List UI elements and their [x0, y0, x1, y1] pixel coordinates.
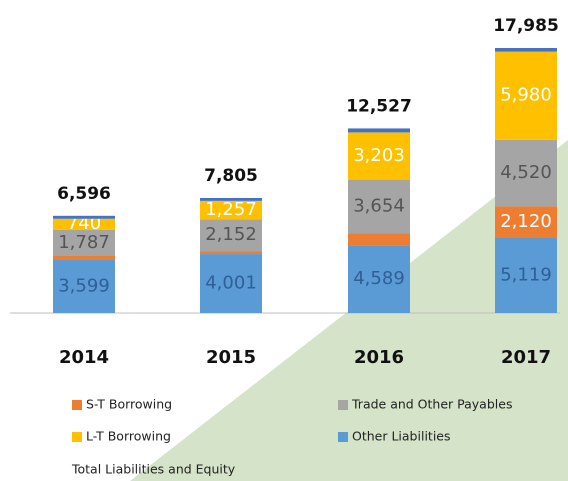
bar-segment — [53, 255, 115, 260]
bar-segment — [348, 132, 410, 180]
bar-segment — [53, 218, 115, 230]
data-label: 1,787 — [58, 232, 110, 253]
bar-segment — [495, 206, 557, 238]
x-tick-label: 2014 — [59, 347, 109, 368]
legend-swatch — [72, 432, 82, 442]
data-label: 4,001 — [205, 273, 257, 294]
bar-segment — [200, 200, 262, 220]
bar-segment — [495, 139, 557, 207]
data-label: 1,257 — [205, 199, 257, 220]
bar-segment — [348, 128, 410, 133]
legend-label: S-T Borrowing — [86, 397, 172, 412]
bar-segment — [53, 215, 115, 219]
bar-segment — [53, 259, 115, 313]
x-tick-label: 2016 — [354, 347, 404, 368]
total-label: 7,805 — [204, 166, 258, 186]
bar-segment — [495, 48, 557, 52]
data-label: 3,654 — [353, 196, 405, 217]
legend-swatch — [338, 400, 348, 410]
bar-segment — [348, 179, 410, 234]
bar-segment — [348, 233, 410, 246]
bar-segment — [200, 251, 262, 255]
data-label: 5,980 — [500, 85, 552, 106]
total-label: 12,527 — [346, 96, 412, 116]
bar-segment — [53, 229, 115, 256]
data-label: 2,120 — [500, 211, 552, 232]
total-label: 17,985 — [493, 16, 559, 36]
x-tick-label: 2015 — [206, 347, 256, 368]
data-label: 4,589 — [353, 268, 405, 289]
legend-label: Other Liabilities — [352, 429, 451, 444]
data-label: 3,203 — [353, 145, 405, 166]
bar-segment — [348, 245, 410, 313]
data-label: 4,520 — [500, 162, 552, 183]
legend-swatch — [72, 400, 82, 410]
bar-segment — [200, 197, 262, 201]
totals-legend: Total Liabilities and Equity — [71, 462, 236, 477]
data-label: 2,152 — [205, 224, 257, 245]
bar-segment — [495, 237, 557, 313]
legend-label: L-T Borrowing — [86, 429, 171, 444]
legend-swatch — [338, 432, 348, 442]
x-tick-label: 2017 — [501, 347, 551, 368]
bar-segment — [200, 254, 262, 313]
bar-segment — [495, 51, 557, 140]
data-label: 5,119 — [500, 264, 552, 285]
data-label: 3,599 — [58, 275, 110, 296]
legend-label: Trade and Other Payables — [351, 397, 512, 412]
bar-segment — [200, 219, 262, 252]
total-label: 6,596 — [57, 184, 111, 204]
